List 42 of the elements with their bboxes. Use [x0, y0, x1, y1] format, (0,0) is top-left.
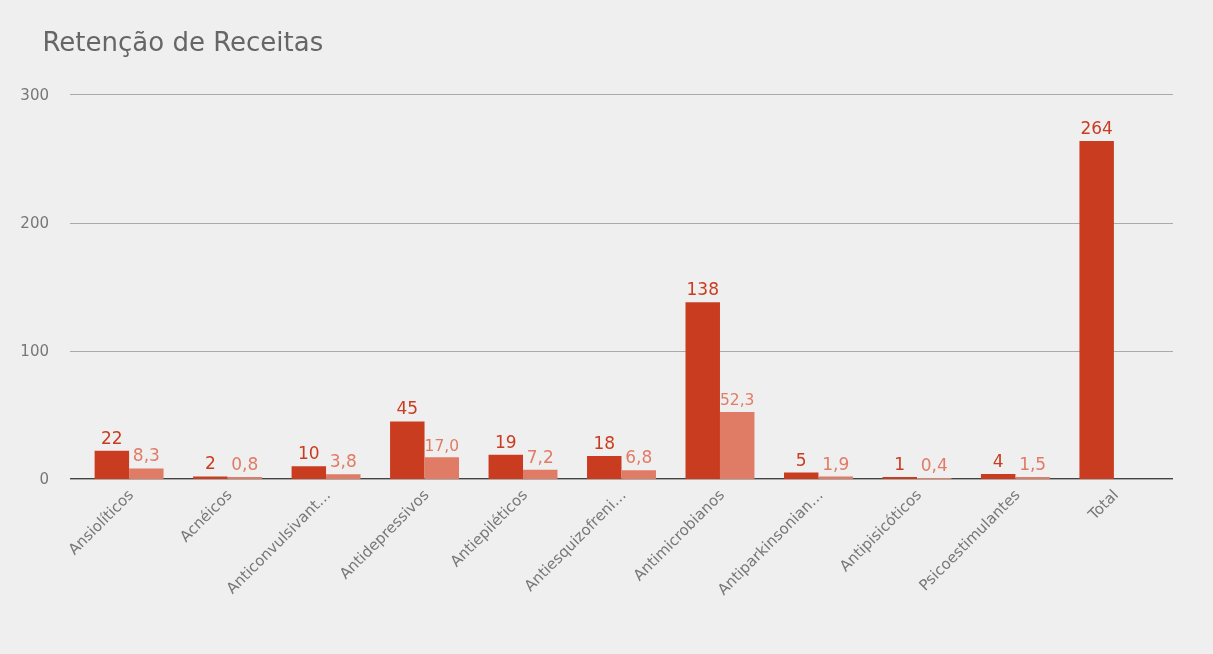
data-label: 4 [992, 450, 1004, 471]
data-label: 17,0 [424, 436, 459, 455]
data-label: 5 [795, 449, 807, 470]
data-label: 1,5 [1019, 454, 1047, 474]
data-label: 22 [101, 427, 123, 448]
data-label: 264 [1080, 118, 1113, 139]
bar [784, 472, 819, 479]
bar [1079, 141, 1114, 479]
y-tick-label: 300 [20, 86, 49, 105]
bar [94, 450, 130, 479]
bar [390, 421, 425, 479]
bar [685, 302, 720, 479]
data-label: 2 [204, 453, 216, 474]
bar [488, 454, 524, 479]
data-label: 6,8 [625, 447, 653, 468]
bar [621, 470, 656, 479]
data-label: 45 [396, 398, 419, 419]
data-label: 10 [297, 443, 320, 464]
bar [424, 457, 459, 479]
data-label: 0,4 [920, 455, 948, 475]
bar [980, 473, 1016, 479]
data-label: 8,3 [132, 445, 160, 466]
bar [719, 412, 755, 479]
data-label: 3,8 [329, 451, 357, 472]
y-tick-label: 0 [39, 470, 49, 489]
bar [587, 455, 622, 479]
data-label: 52,3 [719, 391, 755, 410]
data-label: 1 [894, 454, 906, 474]
data-label: 18 [593, 432, 616, 453]
bar [291, 466, 327, 479]
data-label: 0,8 [231, 454, 259, 474]
data-label: 138 [686, 279, 719, 300]
bar [193, 476, 228, 479]
data-label: 1,9 [822, 453, 850, 474]
chart-title: Retenção de Receitas [42, 26, 324, 57]
data-label: 19 [494, 431, 517, 452]
data-label: 7,2 [526, 446, 554, 467]
bar [523, 469, 558, 479]
bar [129, 468, 164, 479]
y-tick-label: 200 [20, 214, 49, 233]
bar [326, 474, 361, 479]
y-tick-label: 100 [20, 342, 49, 361]
